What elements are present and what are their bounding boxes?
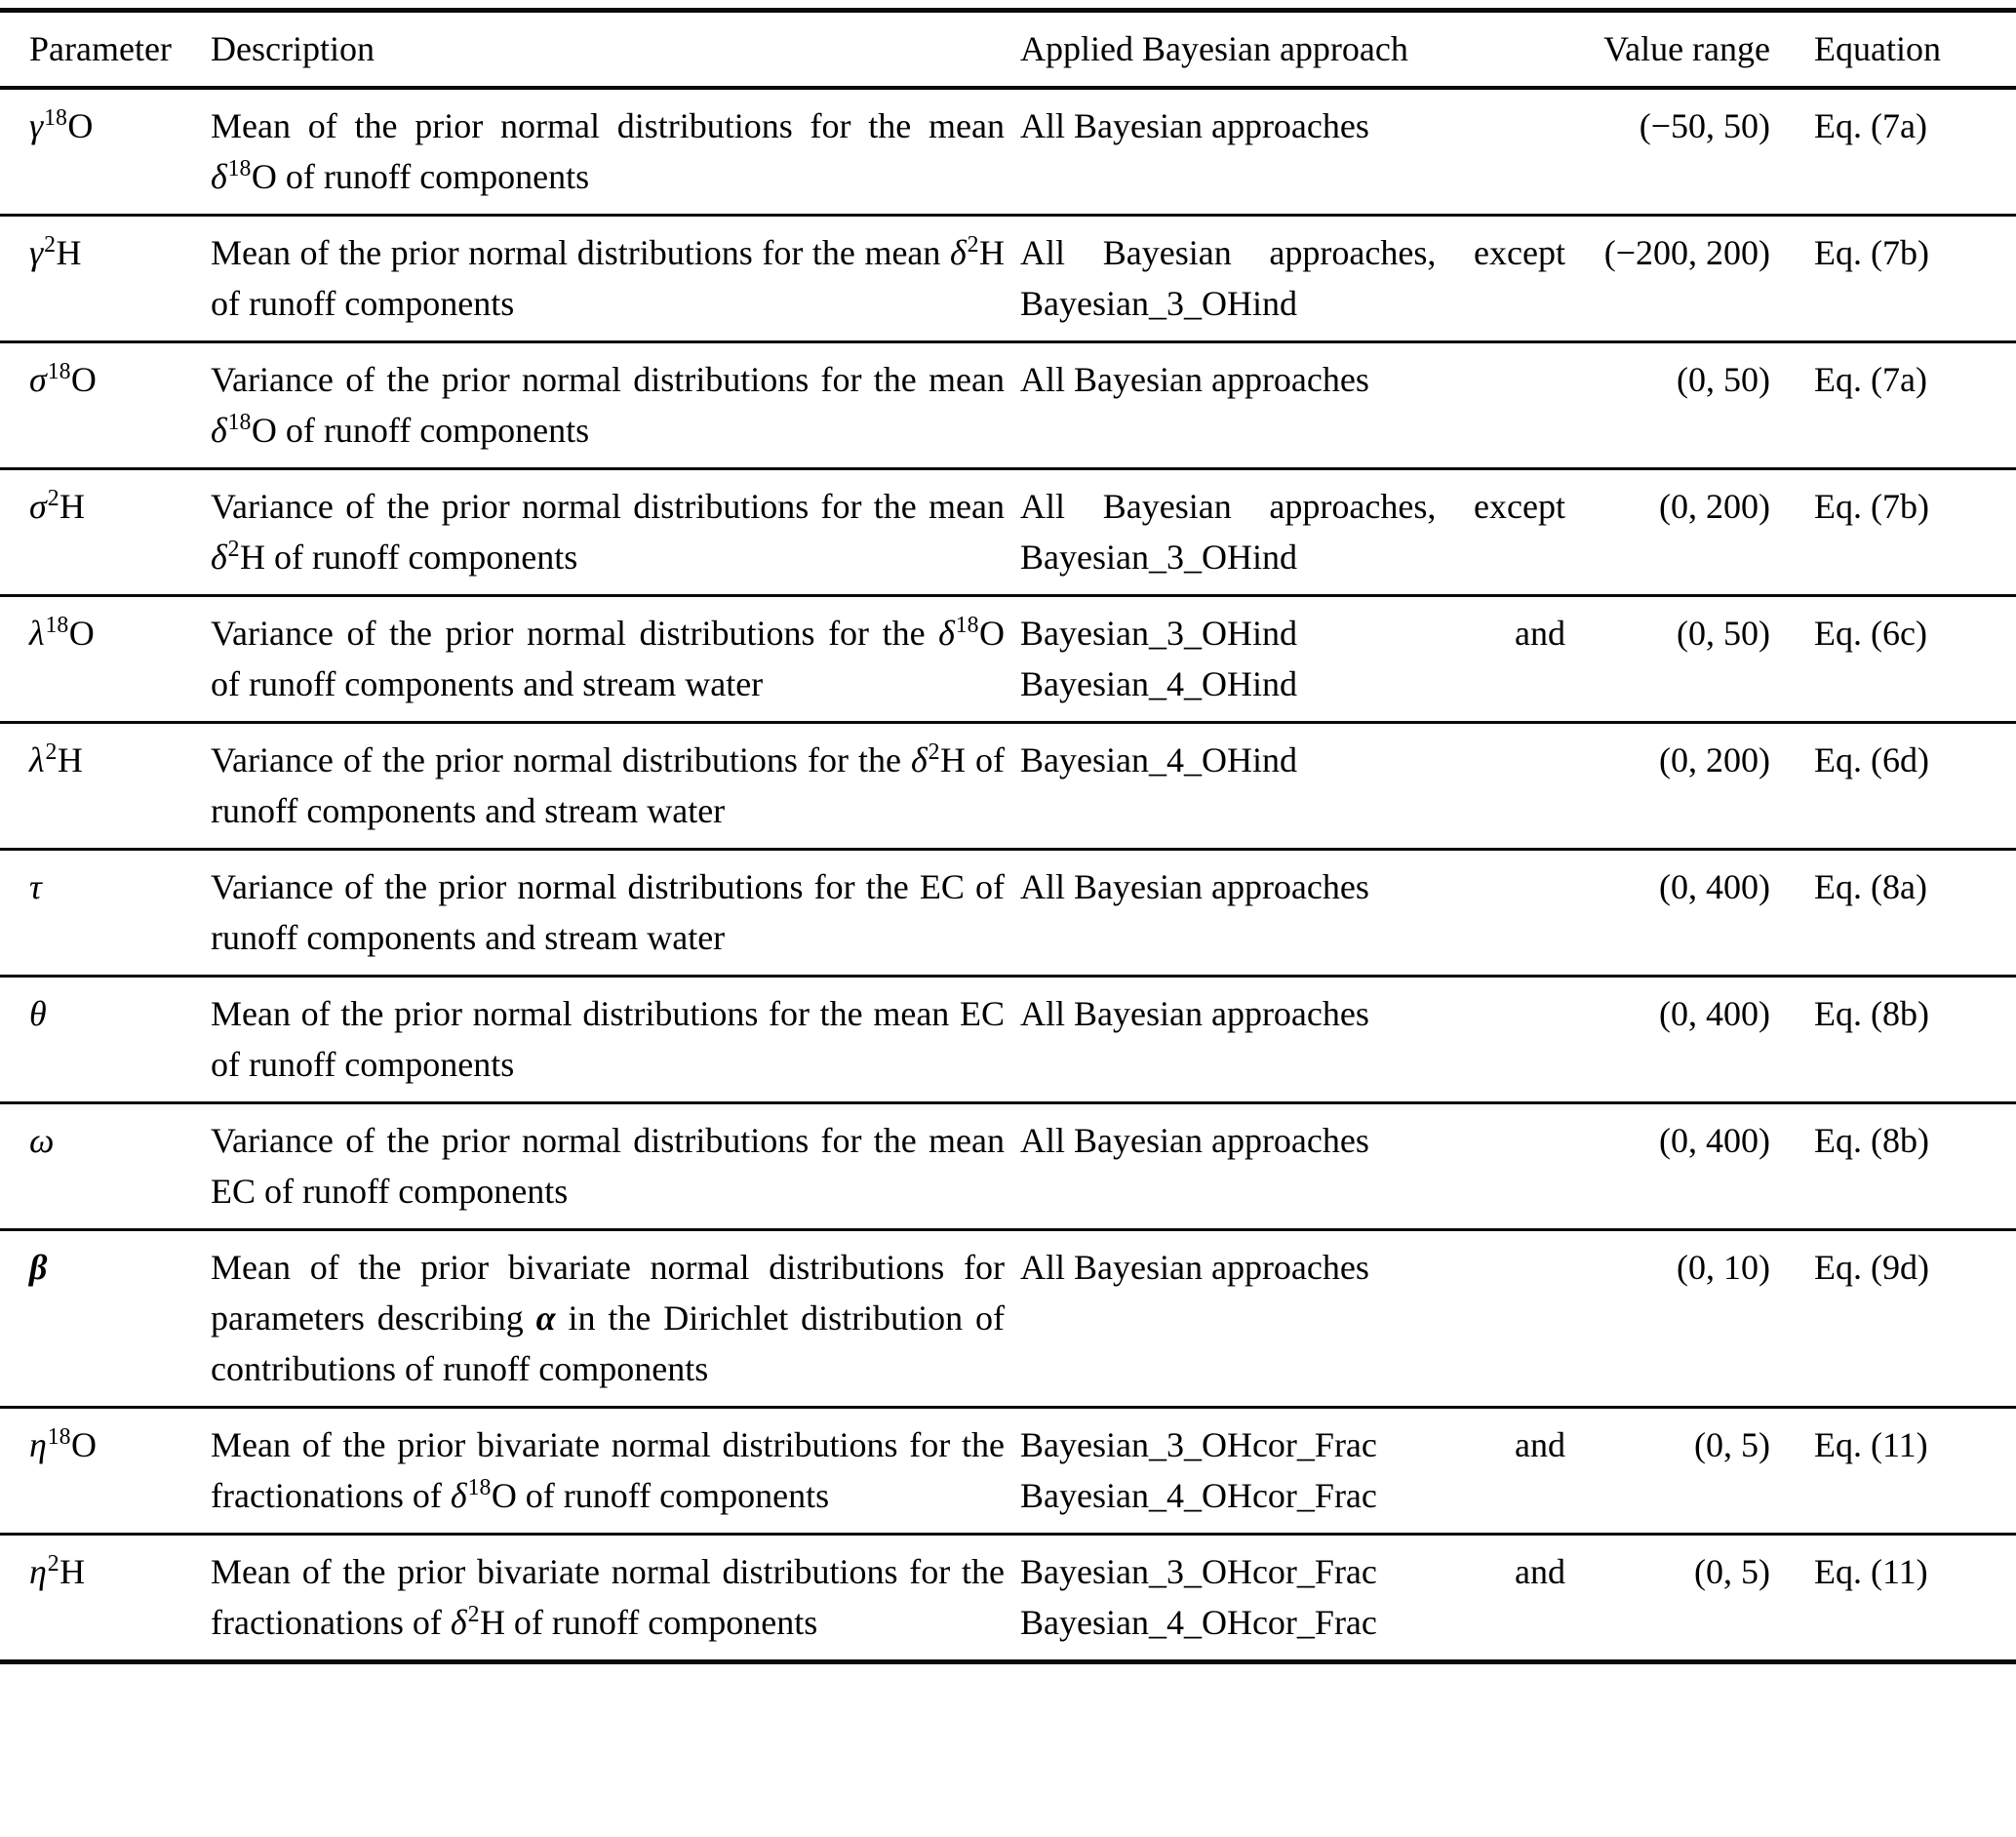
description-cell: Variance of the prior normal distributio…	[211, 1121, 1005, 1211]
value-range-cell: (0, 400)	[1659, 994, 1770, 1033]
parameter-cell: σ18O	[29, 358, 97, 399]
parameter-cell: γ2H	[29, 231, 82, 272]
value-range-cell: (0, 5)	[1694, 1425, 1770, 1464]
description-cell: Variance of the prior normal distributio…	[211, 867, 1005, 957]
equation-cell: Eq. (8a)	[1814, 867, 1927, 906]
value-range-cell: (0, 400)	[1659, 1121, 1770, 1160]
description-cell: Mean of the prior normal distributions f…	[211, 994, 1005, 1084]
parameter-cell: σ2H	[29, 485, 86, 526]
table-row: θ Mean of the prior normal distributions…	[0, 977, 2016, 1103]
paper-table-page: Parameter Description Applied Bayesian a…	[0, 8, 2016, 1664]
table-row: γ18O Mean of the prior normal distributi…	[0, 88, 2016, 216]
value-range-cell: (0, 50)	[1677, 614, 1770, 653]
description-cell: Mean of the prior bivariate normal distr…	[211, 1552, 1005, 1642]
equation-cell: Eq. (7b)	[1814, 487, 1929, 526]
value-range-cell: (0, 50)	[1677, 360, 1770, 399]
header-row: Parameter Description Applied Bayesian a…	[0, 11, 2016, 88]
approach-cell: All Bayesian approaches	[1020, 1248, 1369, 1287]
table-row: ω Variance of the prior normal distribut…	[0, 1103, 2016, 1230]
value-range-cell: (0, 200)	[1659, 740, 1770, 779]
equation-cell: Eq. (7a)	[1814, 360, 1927, 399]
column-header-parameter: Parameter	[29, 29, 172, 68]
parameter-cell: τ	[29, 867, 42, 906]
column-header-equation: Equation	[1814, 29, 1941, 68]
approach-cell: All Bayesian approaches	[1020, 360, 1369, 399]
approach-cell: All Bayesian approaches, except Bayesian…	[1020, 233, 1565, 323]
table-body: γ18O Mean of the prior normal distributi…	[0, 88, 2016, 1662]
approach-cell: Bayesian_4_OHind	[1020, 740, 1297, 779]
description-cell: Mean of the prior normal distributions f…	[211, 106, 1005, 196]
value-range-cell: (−50, 50)	[1639, 106, 1770, 145]
table-row: λ18O Variance of the prior normal distri…	[0, 596, 2016, 723]
parameter-cell: η2H	[29, 1550, 86, 1591]
description-cell: Variance of the prior normal distributio…	[211, 360, 1005, 450]
equation-cell: Eq. (7b)	[1814, 233, 1929, 272]
description-cell: Variance of the prior normal distributio…	[211, 487, 1005, 577]
value-range-cell: (0, 400)	[1659, 867, 1770, 906]
parameter-cell: γ18O	[29, 104, 94, 145]
equation-cell: Eq. (6c)	[1814, 614, 1927, 653]
approach-cell: All Bayesian approaches	[1020, 106, 1369, 145]
approach-cell: All Bayesian approaches	[1020, 994, 1369, 1033]
table-row: σ2H Variance of the prior normal distrib…	[0, 469, 2016, 596]
equation-cell: Eq. (7a)	[1814, 106, 1927, 145]
table-row: γ2H Mean of the prior normal distributio…	[0, 216, 2016, 342]
approach-cell: Bayesian_3_OHcor_Frac and Bayesian_4_OHc…	[1020, 1552, 1565, 1642]
column-header-applied-bayesian-approach: Applied Bayesian approach	[1020, 29, 1408, 68]
value-range-cell: (0, 10)	[1677, 1248, 1770, 1287]
parameter-cell: β	[29, 1248, 48, 1287]
approach-cell: All Bayesian approaches	[1020, 867, 1369, 906]
description-cell: Variance of the prior normal distributio…	[211, 612, 1005, 703]
equation-cell: Eq. (8b)	[1814, 1121, 1929, 1160]
value-range-cell: (0, 200)	[1659, 487, 1770, 526]
table-row: η18O Mean of the prior bivariate normal …	[0, 1408, 2016, 1535]
equation-cell: Eq. (9d)	[1814, 1248, 1929, 1287]
approach-cell: Bayesian_3_OHcor_Frac and Bayesian_4_OHc…	[1020, 1425, 1565, 1515]
equation-cell: Eq. (11)	[1814, 1425, 1928, 1464]
column-header-description: Description	[211, 29, 375, 68]
table-row: λ2H Variance of the prior normal distrib…	[0, 723, 2016, 850]
table-header: Parameter Description Applied Bayesian a…	[0, 11, 2016, 88]
parameter-cell: λ18O	[29, 612, 95, 653]
approach-cell: All Bayesian approaches	[1020, 1121, 1369, 1160]
description-cell: Variance of the prior normal distributio…	[211, 739, 1005, 830]
parameter-cell: η18O	[29, 1423, 98, 1464]
description-cell: Mean of the prior bivariate normal distr…	[211, 1248, 1005, 1388]
parameter-cell: ω	[29, 1121, 55, 1160]
table-row: η2H Mean of the prior bivariate normal d…	[0, 1535, 2016, 1662]
equation-cell: Eq. (6d)	[1814, 740, 1929, 779]
parameters-table: Parameter Description Applied Bayesian a…	[0, 8, 2016, 1664]
parameter-cell: λ2H	[29, 739, 83, 779]
table-row: β Mean of the prior bivariate normal dis…	[0, 1230, 2016, 1408]
equation-cell: Eq. (11)	[1814, 1552, 1928, 1591]
parameter-cell: θ	[29, 994, 47, 1033]
table-row: τ Variance of the prior normal distribut…	[0, 850, 2016, 977]
value-range-cell: (−200, 200)	[1603, 233, 1770, 272]
equation-cell: Eq. (8b)	[1814, 994, 1929, 1033]
approach-cell: All Bayesian approaches, except Bayesian…	[1020, 487, 1565, 577]
approach-cell: Bayesian_3_OHind and Bayesian_4_OHind	[1020, 614, 1565, 703]
description-cell: Mean of the prior bivariate normal distr…	[211, 1425, 1005, 1515]
table-row: σ18O Variance of the prior normal distri…	[0, 342, 2016, 469]
value-range-cell: (0, 5)	[1694, 1552, 1770, 1591]
column-header-value-range: Value range	[1603, 29, 1770, 68]
description-cell: Mean of the prior normal distributions f…	[211, 231, 1005, 323]
